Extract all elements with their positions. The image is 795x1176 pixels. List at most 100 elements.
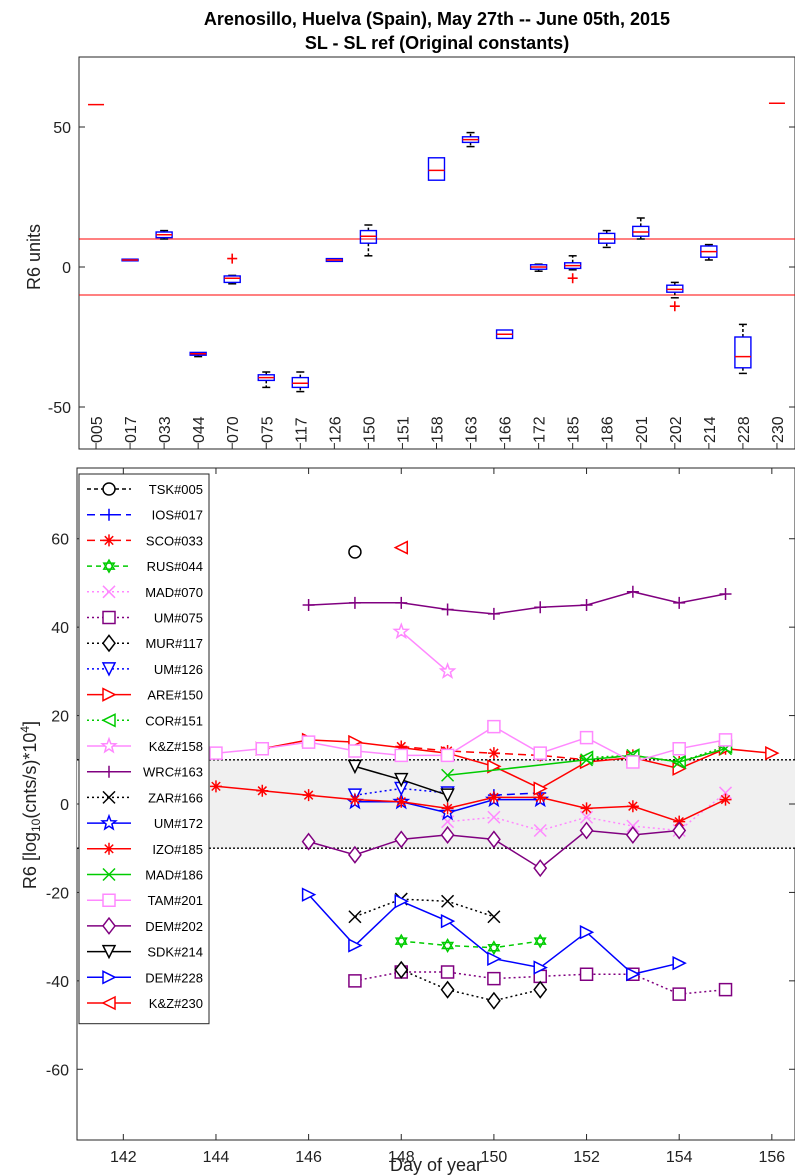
data-point (392, 622, 411, 640)
data-point (394, 772, 409, 788)
boxplot-category-label: 201 (634, 416, 651, 443)
series-MUR#117 (394, 960, 548, 1010)
line-ytick-label: 40 (51, 620, 69, 637)
data-point (395, 795, 408, 808)
data-point (487, 910, 501, 924)
data-point (301, 832, 316, 851)
data-point (348, 938, 363, 953)
line-xtick-label: 144 (203, 1149, 230, 1166)
line-xlabel: Day of year (390, 1155, 482, 1175)
data-point (348, 793, 361, 806)
boxplot-category-label: 126 (327, 416, 344, 443)
legend-label: UM#126 (154, 662, 203, 677)
boxplot-category-label: 228 (736, 416, 753, 443)
legend-marker (102, 610, 116, 625)
data-point (719, 588, 732, 600)
data-point (765, 745, 780, 761)
boxplot-panel: -50 0 50 005 017 033 044 070 075 117 126 150 151 158 1… (24, 56, 795, 450)
legend-label: WRC#163 (143, 765, 203, 780)
boxplot-category-label: 075 (259, 416, 276, 443)
line-xtick-label: 150 (481, 1149, 508, 1166)
data-point (394, 830, 409, 849)
data-point (580, 753, 594, 767)
data-point (487, 940, 501, 956)
legend-marker (103, 534, 115, 547)
boxplot-category-label: 117 (293, 417, 310, 443)
data-point (672, 755, 686, 769)
line-ytick-label: -40 (46, 974, 69, 991)
data-point (441, 938, 455, 953)
legend-label: RUS#044 (147, 559, 203, 574)
data-point (255, 741, 270, 756)
data-point (209, 746, 223, 760)
line-ylabel: R6 [log10(cnts/s)*104] (18, 721, 43, 889)
legend-marker (102, 867, 116, 882)
series-DEM#202 (301, 821, 687, 878)
data-point (301, 735, 316, 749)
boxplot-category-label: 044 (191, 416, 208, 443)
legend-label: ARE#150 (147, 688, 203, 703)
legend-marker (102, 916, 116, 935)
legend-marker (101, 944, 117, 960)
boxplot-category-label: 150 (361, 416, 378, 443)
boxplot-ytick-label: 50 (53, 120, 71, 137)
legend-marker (103, 765, 115, 778)
series-line (308, 591, 726, 615)
box-070 (223, 275, 241, 284)
data-point (302, 599, 315, 612)
data-point (440, 788, 455, 803)
legend-marker (103, 842, 115, 855)
data-point (487, 791, 500, 804)
data-point (626, 966, 641, 982)
legend-label: DEM#228 (145, 970, 203, 985)
series-line (215, 785, 726, 823)
boxplot-category-label: 151 (395, 416, 412, 443)
line-ytick-label: -60 (46, 1062, 69, 1079)
data-point (393, 540, 409, 555)
line-ytick-label: 20 (51, 709, 69, 726)
data-point (672, 741, 686, 756)
line-xtick-label: 154 (666, 1149, 693, 1166)
data-point (348, 744, 362, 758)
series-line (400, 631, 449, 672)
data-point (672, 987, 686, 1001)
boxplot-category-label: 033 (157, 416, 174, 443)
line-xtick-label: 148 (388, 1149, 415, 1166)
data-point (301, 887, 317, 902)
data-point (348, 545, 362, 559)
data-point (441, 894, 455, 908)
legend-label: MAD#070 (145, 585, 203, 600)
legend-label: SCO#033 (146, 533, 203, 548)
boxplot-category-label: 158 (429, 416, 446, 443)
series-line (493, 792, 541, 796)
line-ytick-label: 0 (60, 797, 69, 814)
data-point (625, 825, 640, 844)
series-line (215, 725, 726, 763)
series-line (354, 898, 495, 918)
data-point (395, 740, 408, 753)
series-IZO#185 (209, 780, 732, 828)
legend-label: IZO#185 (152, 842, 203, 857)
legend-label: MAD#186 (145, 868, 203, 883)
legend-label: K&Z#230 (149, 996, 203, 1011)
data-point (579, 967, 594, 981)
data-point (534, 791, 547, 804)
data-point (718, 982, 733, 997)
line-xtick-label: 146 (295, 1149, 322, 1166)
data-point (719, 793, 732, 806)
boxplot-axes-frame (78, 56, 795, 450)
legend-label: UM#172 (154, 816, 203, 831)
data-point (302, 789, 315, 802)
boxplot-category-label: 166 (498, 416, 515, 443)
series-RUS#044 (394, 933, 547, 956)
legend-label: COR#151 (145, 713, 203, 728)
data-point (209, 780, 222, 793)
line-ytick-label: -20 (46, 885, 69, 902)
series-TAM#201 (209, 719, 733, 769)
data-point (441, 768, 455, 782)
data-point (533, 859, 548, 878)
data-point (441, 603, 454, 616)
legend-marker (101, 995, 116, 1011)
data-point (487, 810, 501, 824)
legend-label: UM#075 (154, 611, 203, 626)
